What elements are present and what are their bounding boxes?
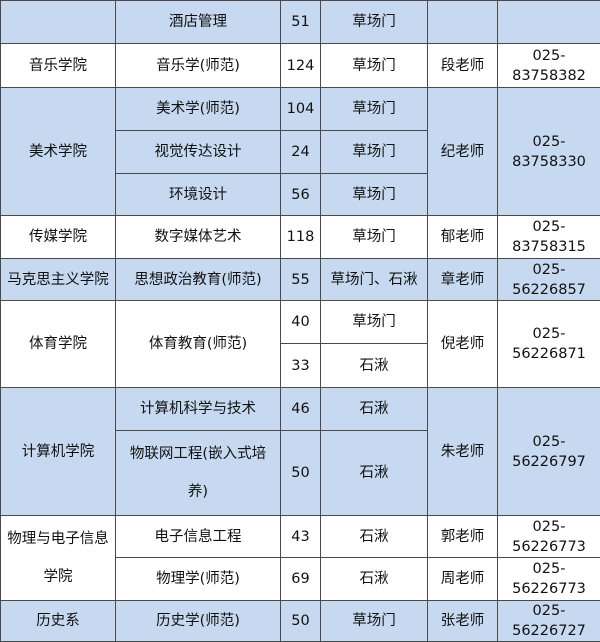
phone-cell: 025- 56226871: [498, 301, 600, 388]
teacher-cell: 朱老师: [428, 388, 498, 516]
phone-cell: [498, 1, 600, 44]
campus-cell: 草场门: [321, 174, 428, 216]
count-cell: 118: [281, 216, 321, 259]
count-cell: 124: [281, 44, 321, 88]
major-cell: 物联网工程(嵌入式培 养): [116, 431, 281, 516]
phone-cell: 025- 56226773: [498, 558, 600, 601]
campus-cell: 草场门: [321, 301, 428, 344]
college-cell: 计算机学院: [1, 388, 116, 516]
campus-cell: 石湫: [321, 516, 428, 558]
major-cell: 环境设计: [116, 174, 281, 216]
college-cell: 物理与电子信息 学院: [1, 516, 116, 601]
college-cell: 音乐学院: [1, 44, 116, 88]
teacher-cell: 郁老师: [428, 216, 498, 259]
count-cell: 69: [281, 558, 321, 601]
count-cell: 51: [281, 1, 321, 44]
phone-cell: 025- 56226727: [498, 601, 600, 642]
count-cell: 33: [281, 344, 321, 388]
college-cell: 历史系: [1, 601, 116, 642]
phone-cell: 025- 83758315: [498, 216, 600, 259]
count-cell: 50: [281, 431, 321, 516]
college-cell: 美术学院: [1, 88, 116, 216]
phone-cell: 025- 83758382: [498, 44, 600, 88]
major-cell: 音乐学(师范): [116, 44, 281, 88]
count-cell: 104: [281, 88, 321, 131]
phone-cell: 025- 83758330: [498, 88, 600, 216]
college-cell: 体育学院: [1, 301, 116, 388]
campus-cell: 草场门: [321, 131, 428, 174]
teacher-cell: 郭老师: [428, 516, 498, 558]
teacher-cell: [428, 1, 498, 44]
count-cell: 50: [281, 601, 321, 642]
college-cell: [1, 1, 116, 44]
campus-cell: 草场门: [321, 88, 428, 131]
major-cell: 计算机科学与技术: [116, 388, 281, 431]
college-cell: 传媒学院: [1, 216, 116, 259]
teacher-cell: 张老师: [428, 601, 498, 642]
major-cell: 酒店管理: [116, 1, 281, 44]
count-cell: 24: [281, 131, 321, 174]
major-cell: 历史学(师范): [116, 601, 281, 642]
count-cell: 56: [281, 174, 321, 216]
campus-cell: 草场门: [321, 44, 428, 88]
major-cell: 数字媒体艺术: [116, 216, 281, 259]
count-cell: 55: [281, 259, 321, 301]
major-cell: 美术学(师范): [116, 88, 281, 131]
count-cell: 43: [281, 516, 321, 558]
campus-cell: 石湫: [321, 431, 428, 516]
count-cell: 46: [281, 388, 321, 431]
count-cell: 40: [281, 301, 321, 344]
campus-cell: 草场门: [321, 216, 428, 259]
teacher-cell: 周老师: [428, 558, 498, 601]
teacher-cell: 段老师: [428, 44, 498, 88]
campus-cell: 草场门: [321, 1, 428, 44]
campus-cell: 石湫: [321, 344, 428, 388]
teacher-cell: 倪老师: [428, 301, 498, 388]
major-cell: 物理学(师范): [116, 558, 281, 601]
phone-cell: 025- 56226773: [498, 516, 600, 558]
major-cell: 视觉传达设计: [116, 131, 281, 174]
major-cell: 体育教育(师范): [116, 301, 281, 388]
campus-cell: 石湫: [321, 388, 428, 431]
phone-cell: 025- 56226857: [498, 259, 600, 301]
campus-cell: 石湫: [321, 558, 428, 601]
campus-cell: 草场门、石湫: [321, 259, 428, 301]
campus-cell: 草场门: [321, 601, 428, 642]
college-cell: 马克思主义学院: [1, 259, 116, 301]
major-cell: 电子信息工程: [116, 516, 281, 558]
phone-cell: 025- 56226797: [498, 388, 600, 516]
major-cell: 思想政治教育(师范): [116, 259, 281, 301]
teacher-cell: 纪老师: [428, 88, 498, 216]
teacher-cell: 章老师: [428, 259, 498, 301]
